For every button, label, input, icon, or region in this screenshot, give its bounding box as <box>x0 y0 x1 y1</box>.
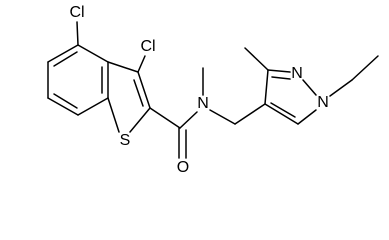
atom-label: N <box>317 94 329 111</box>
atom-label: Cl <box>140 38 155 55</box>
atom-label: N <box>197 95 209 112</box>
atom-label: O <box>177 159 189 176</box>
atom-label: N <box>291 65 303 82</box>
page: {"atoms": [{"label": "Cl"}, {"label": "C… <box>47 4 379 177</box>
atom-label: S <box>120 132 131 149</box>
bonds <box>47 21 379 159</box>
structure: Cl Cl S O N N N <box>47 4 379 176</box>
atom-label: Cl <box>69 4 84 21</box>
atom-labels: Cl Cl S O N N N <box>69 4 328 176</box>
